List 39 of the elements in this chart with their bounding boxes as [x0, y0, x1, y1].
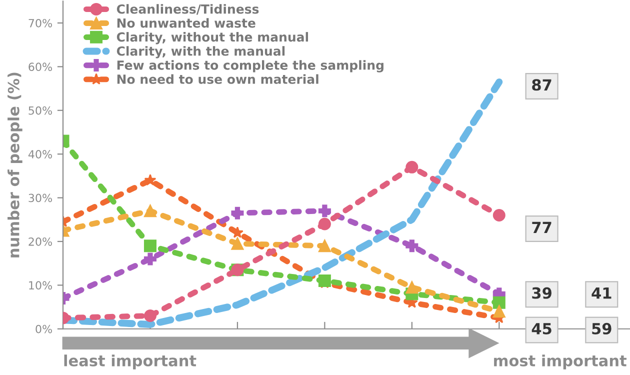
y-axis-title: number of people (%)	[8, 72, 22, 258]
point	[318, 218, 331, 230]
y-tick-label: 0%	[36, 324, 52, 334]
legend-label: Cleanliness/Tidiness	[116, 4, 259, 15]
point	[144, 204, 156, 218]
annotation: 45	[532, 323, 552, 334]
legend-label: Clarity, with the manual	[116, 46, 285, 58]
point	[492, 305, 506, 318]
legend-label: Few actions to complete the sampling	[117, 60, 384, 72]
annotation: 39	[532, 287, 552, 299]
y-tick-label: 30%	[28, 194, 52, 202]
y-tick-label: 50%	[28, 106, 52, 115]
legend-label: No need to use own material	[117, 74, 318, 84]
point	[406, 281, 418, 294]
y-tick-label: 60%	[28, 62, 52, 72]
point	[144, 174, 156, 186]
point	[406, 240, 418, 252]
point	[144, 310, 156, 322]
y-tick-label: 10%	[29, 281, 52, 290]
point	[144, 240, 156, 252]
point	[492, 209, 506, 222]
y-tick-label: 40%	[28, 150, 52, 158]
annotation: 77	[532, 222, 552, 233]
text: 59	[592, 322, 612, 334]
point	[318, 240, 331, 252]
point	[231, 206, 244, 220]
point	[406, 160, 418, 174]
text: most important	[494, 354, 627, 370]
legend-label: No unwanted waste	[117, 18, 256, 28]
y-tick-label: 20%	[28, 237, 52, 246]
annotation: 87	[532, 79, 552, 91]
point	[231, 237, 244, 250]
y-tick-label: 70%	[28, 18, 52, 28]
point	[144, 252, 156, 266]
text: 41	[592, 287, 612, 299]
text: least important	[64, 354, 196, 370]
point	[492, 296, 506, 309]
point	[318, 204, 331, 218]
legend-label: Clarity, without the manual	[116, 32, 308, 44]
